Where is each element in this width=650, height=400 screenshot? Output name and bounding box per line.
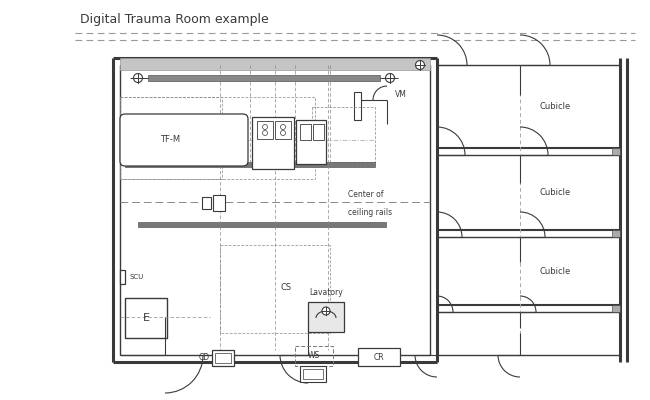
Bar xyxy=(220,245,330,333)
Bar xyxy=(120,58,430,70)
Bar xyxy=(354,92,361,120)
Bar xyxy=(275,121,291,139)
Bar xyxy=(358,348,400,366)
Text: Lavatory: Lavatory xyxy=(309,288,343,297)
Circle shape xyxy=(281,130,285,136)
Text: Cubicle: Cubicle xyxy=(540,102,571,111)
Bar xyxy=(148,75,380,81)
Text: WS: WS xyxy=(308,351,320,360)
Bar xyxy=(125,298,167,338)
Bar xyxy=(300,124,311,140)
Bar xyxy=(212,350,234,366)
Text: Cubicle: Cubicle xyxy=(540,266,571,276)
Text: SCU: SCU xyxy=(129,274,143,280)
Bar xyxy=(612,305,620,312)
Text: E: E xyxy=(142,313,150,323)
Bar xyxy=(295,346,333,366)
Text: CR: CR xyxy=(374,352,384,362)
Bar xyxy=(313,124,324,140)
Bar xyxy=(120,97,315,179)
Text: CD: CD xyxy=(199,354,210,362)
Bar xyxy=(252,117,294,169)
Circle shape xyxy=(385,74,395,82)
Circle shape xyxy=(415,60,424,70)
Text: Cubicle: Cubicle xyxy=(540,188,571,197)
Bar xyxy=(303,369,323,379)
Text: Digital Trauma Room example: Digital Trauma Room example xyxy=(80,13,268,26)
Bar xyxy=(612,230,620,237)
Text: VM: VM xyxy=(395,90,407,99)
Bar xyxy=(138,222,386,227)
Text: Center of: Center of xyxy=(348,190,383,199)
Circle shape xyxy=(263,124,268,130)
Text: ceiling rails: ceiling rails xyxy=(348,208,392,217)
Circle shape xyxy=(133,74,142,82)
Bar xyxy=(213,195,225,211)
Bar xyxy=(215,353,231,363)
Bar xyxy=(312,107,375,162)
Bar xyxy=(125,162,375,167)
Bar xyxy=(300,366,326,382)
Bar xyxy=(257,121,273,139)
Circle shape xyxy=(322,307,330,315)
Circle shape xyxy=(281,124,285,130)
Bar xyxy=(120,97,222,179)
FancyBboxPatch shape xyxy=(120,114,248,166)
Text: CS: CS xyxy=(280,282,292,292)
Bar xyxy=(296,120,326,164)
Text: TF-M: TF-M xyxy=(160,136,180,144)
Bar xyxy=(612,148,620,155)
Bar xyxy=(308,302,344,332)
Circle shape xyxy=(263,130,268,136)
Bar xyxy=(120,270,125,284)
Bar xyxy=(202,197,211,209)
